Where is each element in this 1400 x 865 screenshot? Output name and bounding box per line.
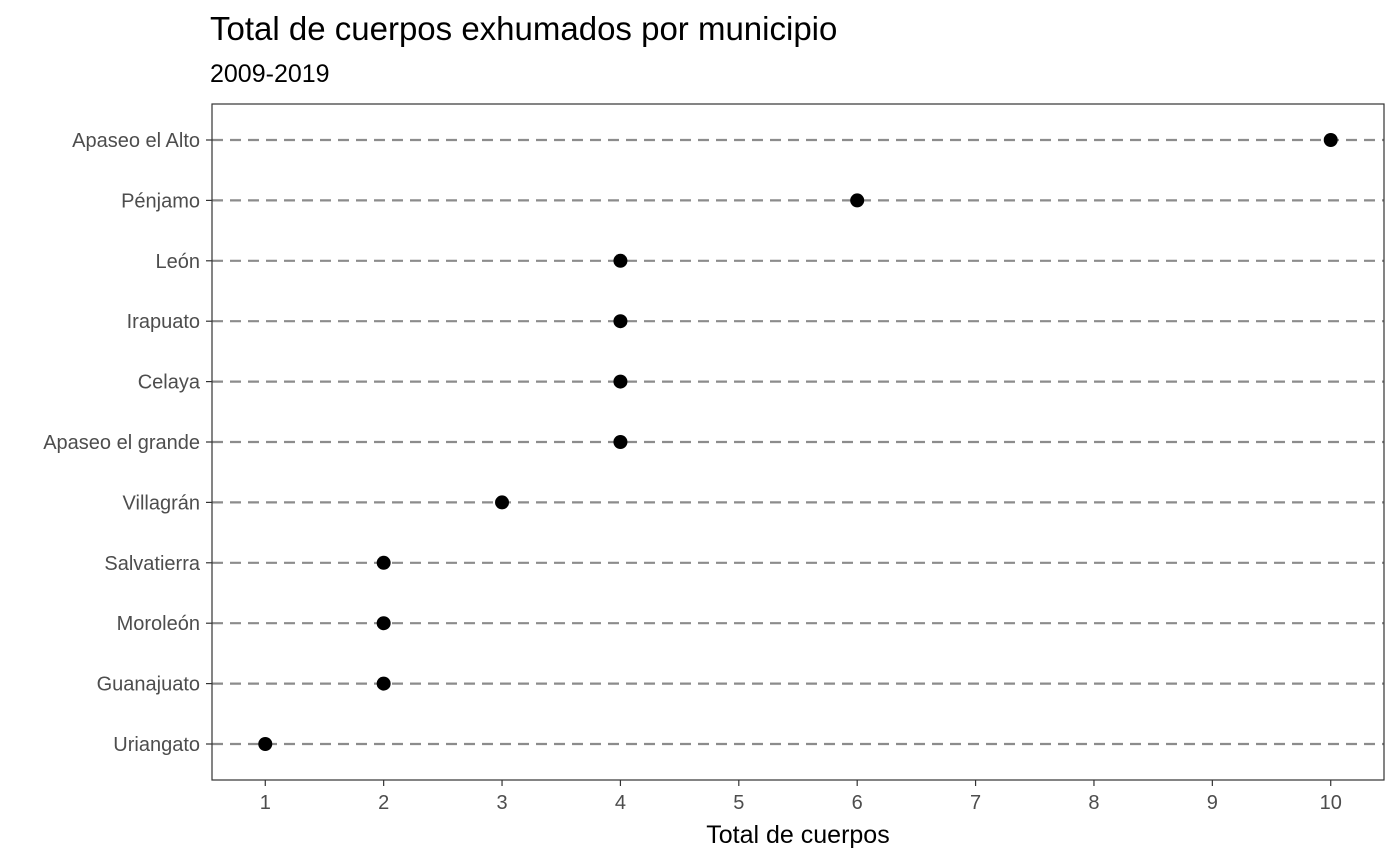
y-tick-label: Irapuato <box>127 311 200 333</box>
x-tick-label: 7 <box>970 792 981 814</box>
data-point <box>1323 133 1338 147</box>
data-point <box>495 495 510 510</box>
x-tick-label: 3 <box>496 792 507 814</box>
x-tick-label: 6 <box>852 792 863 814</box>
x-tick-label: 8 <box>1088 792 1099 814</box>
x-tick-label: 4 <box>615 792 626 814</box>
x-tick-label: 1 <box>260 792 271 814</box>
y-tick-label: Apaseo el Alto <box>72 130 200 152</box>
data-point <box>376 616 391 631</box>
y-tick-label: Pénjamo <box>121 190 200 212</box>
chart-title: Total de cuerpos exhumados por municipio <box>210 10 837 47</box>
data-points <box>258 133 1338 751</box>
gridlines <box>212 138 1384 746</box>
y-axis: Apaseo el Alto Pénjamo León Irapuato Celaya A… <box>43 130 212 756</box>
x-tick-label: 5 <box>733 792 744 814</box>
data-point <box>613 314 628 329</box>
data-point <box>258 737 273 751</box>
chart-subtitle: 2009-2019 <box>210 60 330 88</box>
y-tick-label: Uriangato <box>113 734 200 756</box>
y-tick-label: Salvatierra <box>104 553 200 575</box>
data-point <box>613 435 628 449</box>
y-tick-label: Guanajuato <box>97 674 200 696</box>
x-axis: 1 2 3 4 5 6 7 8 9 10 <box>260 780 1342 814</box>
y-tick-label: Villagrán <box>123 492 200 514</box>
data-point <box>613 253 628 268</box>
x-tick-label: 9 <box>1207 792 1218 814</box>
y-tick-label: Apaseo el grande <box>43 432 200 454</box>
y-tick-label: Celaya <box>138 372 201 394</box>
y-tick-label: León <box>156 251 201 273</box>
data-point <box>376 555 391 570</box>
x-axis-title: Total de cuerpos <box>706 821 889 849</box>
x-tick-label: 2 <box>378 792 389 814</box>
x-tick-label: 10 <box>1320 792 1342 814</box>
data-point <box>376 676 391 691</box>
data-point <box>613 374 628 389</box>
data-point <box>850 193 865 208</box>
y-tick-label: Moroleón <box>117 613 200 635</box>
